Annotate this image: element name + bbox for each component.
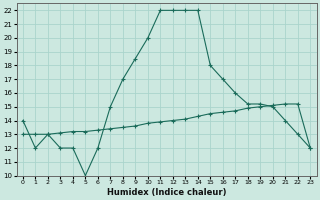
- X-axis label: Humidex (Indice chaleur): Humidex (Indice chaleur): [107, 188, 226, 197]
